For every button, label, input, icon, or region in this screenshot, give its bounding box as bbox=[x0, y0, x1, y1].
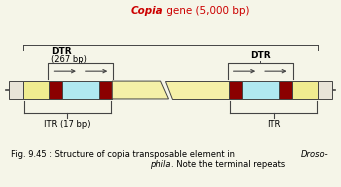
Bar bbox=[229, 81, 242, 99]
Text: Droso-: Droso- bbox=[300, 150, 328, 159]
Bar bbox=[242, 81, 279, 99]
Polygon shape bbox=[164, 81, 229, 99]
Bar bbox=[318, 81, 332, 99]
Bar bbox=[279, 81, 292, 99]
Text: (267 bp): (267 bp) bbox=[51, 55, 87, 64]
Text: Copia: Copia bbox=[130, 6, 163, 16]
Text: DTR: DTR bbox=[250, 51, 270, 60]
Bar bbox=[49, 81, 62, 99]
Text: ITR (17 bp): ITR (17 bp) bbox=[44, 120, 91, 129]
Bar bbox=[23, 81, 49, 99]
Polygon shape bbox=[112, 81, 168, 99]
Text: DTR: DTR bbox=[51, 47, 72, 56]
Bar bbox=[292, 81, 318, 99]
Text: phila: phila bbox=[150, 160, 171, 169]
Bar bbox=[99, 81, 112, 99]
Text: ITR: ITR bbox=[267, 120, 280, 129]
Text: Fig. 9.45 : Structure of copia transposable element in: Fig. 9.45 : Structure of copia transposa… bbox=[11, 150, 237, 159]
Bar bbox=[62, 81, 99, 99]
Text: . Note the terminal repeats: . Note the terminal repeats bbox=[171, 160, 285, 169]
Text: gene (5,000 bp): gene (5,000 bp) bbox=[163, 6, 250, 16]
Bar bbox=[9, 81, 23, 99]
